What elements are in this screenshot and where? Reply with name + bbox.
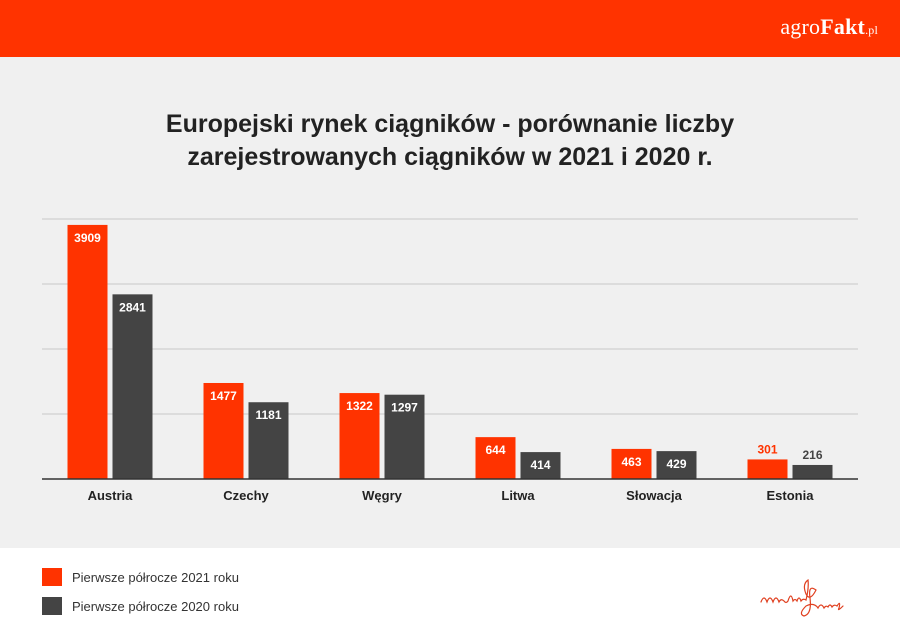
data-label-2021: 301 [757, 442, 777, 456]
bar-2021 [339, 393, 380, 479]
x-tick-label: Węgry [362, 488, 403, 503]
x-tick-label: Czechy [223, 488, 269, 503]
data-label-2020: 429 [666, 457, 686, 471]
x-tick-label: Estonia [767, 488, 815, 503]
x-tick-label: Litwa [501, 488, 535, 503]
header-bar: agroFakt.pl [0, 0, 900, 57]
bar-2020 [792, 464, 833, 479]
brand-logo[interactable]: agroFakt.pl [780, 14, 878, 39]
legend-swatch-2020 [42, 597, 62, 615]
chart-title: Europejski rynek ciągników - porównanie … [0, 108, 900, 174]
data-label-2020: 2841 [119, 300, 146, 314]
bar-2021 [67, 224, 108, 479]
bar-2020 [520, 452, 561, 479]
signature-logo [760, 578, 844, 617]
x-tick-label: Austria [88, 488, 134, 503]
data-label-2021: 644 [485, 443, 505, 457]
bar-2020 [384, 394, 425, 479]
legend: Pierwsze półrocze 2021 roku Pierwsze pół… [42, 568, 239, 626]
data-label-2021: 1322 [346, 399, 373, 413]
chart-title-line-1: Europejski rynek ciągników - porównanie … [165, 110, 735, 138]
data-label-2021: 3909 [74, 231, 101, 245]
legend-item-2021: Pierwsze półrocze 2021 roku [42, 568, 239, 586]
data-label-2020: 414 [530, 458, 550, 472]
data-label-2020: 1297 [391, 401, 418, 415]
bar-2020 [656, 451, 697, 479]
legend-item-2020: Pierwsze półrocze 2020 roku [42, 597, 239, 615]
bar-2020 [112, 294, 153, 479]
legend-label-2021: Pierwsze półrocze 2021 roku [72, 569, 239, 585]
data-label-2021: 1477 [210, 389, 237, 403]
chart-title-line-2: zarejestrowanych ciągników w 2021 i 2020… [187, 143, 713, 171]
x-tick-label: Słowacja [626, 488, 682, 503]
bar-2020 [248, 402, 289, 479]
data-label-2021: 463 [621, 455, 641, 469]
legend-label-2020: Pierwsze półrocze 2020 roku [72, 598, 239, 614]
bar-2021 [203, 382, 244, 479]
bar-2021 [747, 459, 788, 479]
data-label-2020: 216 [802, 448, 822, 462]
bar-2021 [611, 448, 652, 479]
legend-swatch-2021 [42, 568, 62, 586]
data-label-2020: 1181 [255, 408, 281, 422]
bar-2021 [475, 437, 516, 479]
